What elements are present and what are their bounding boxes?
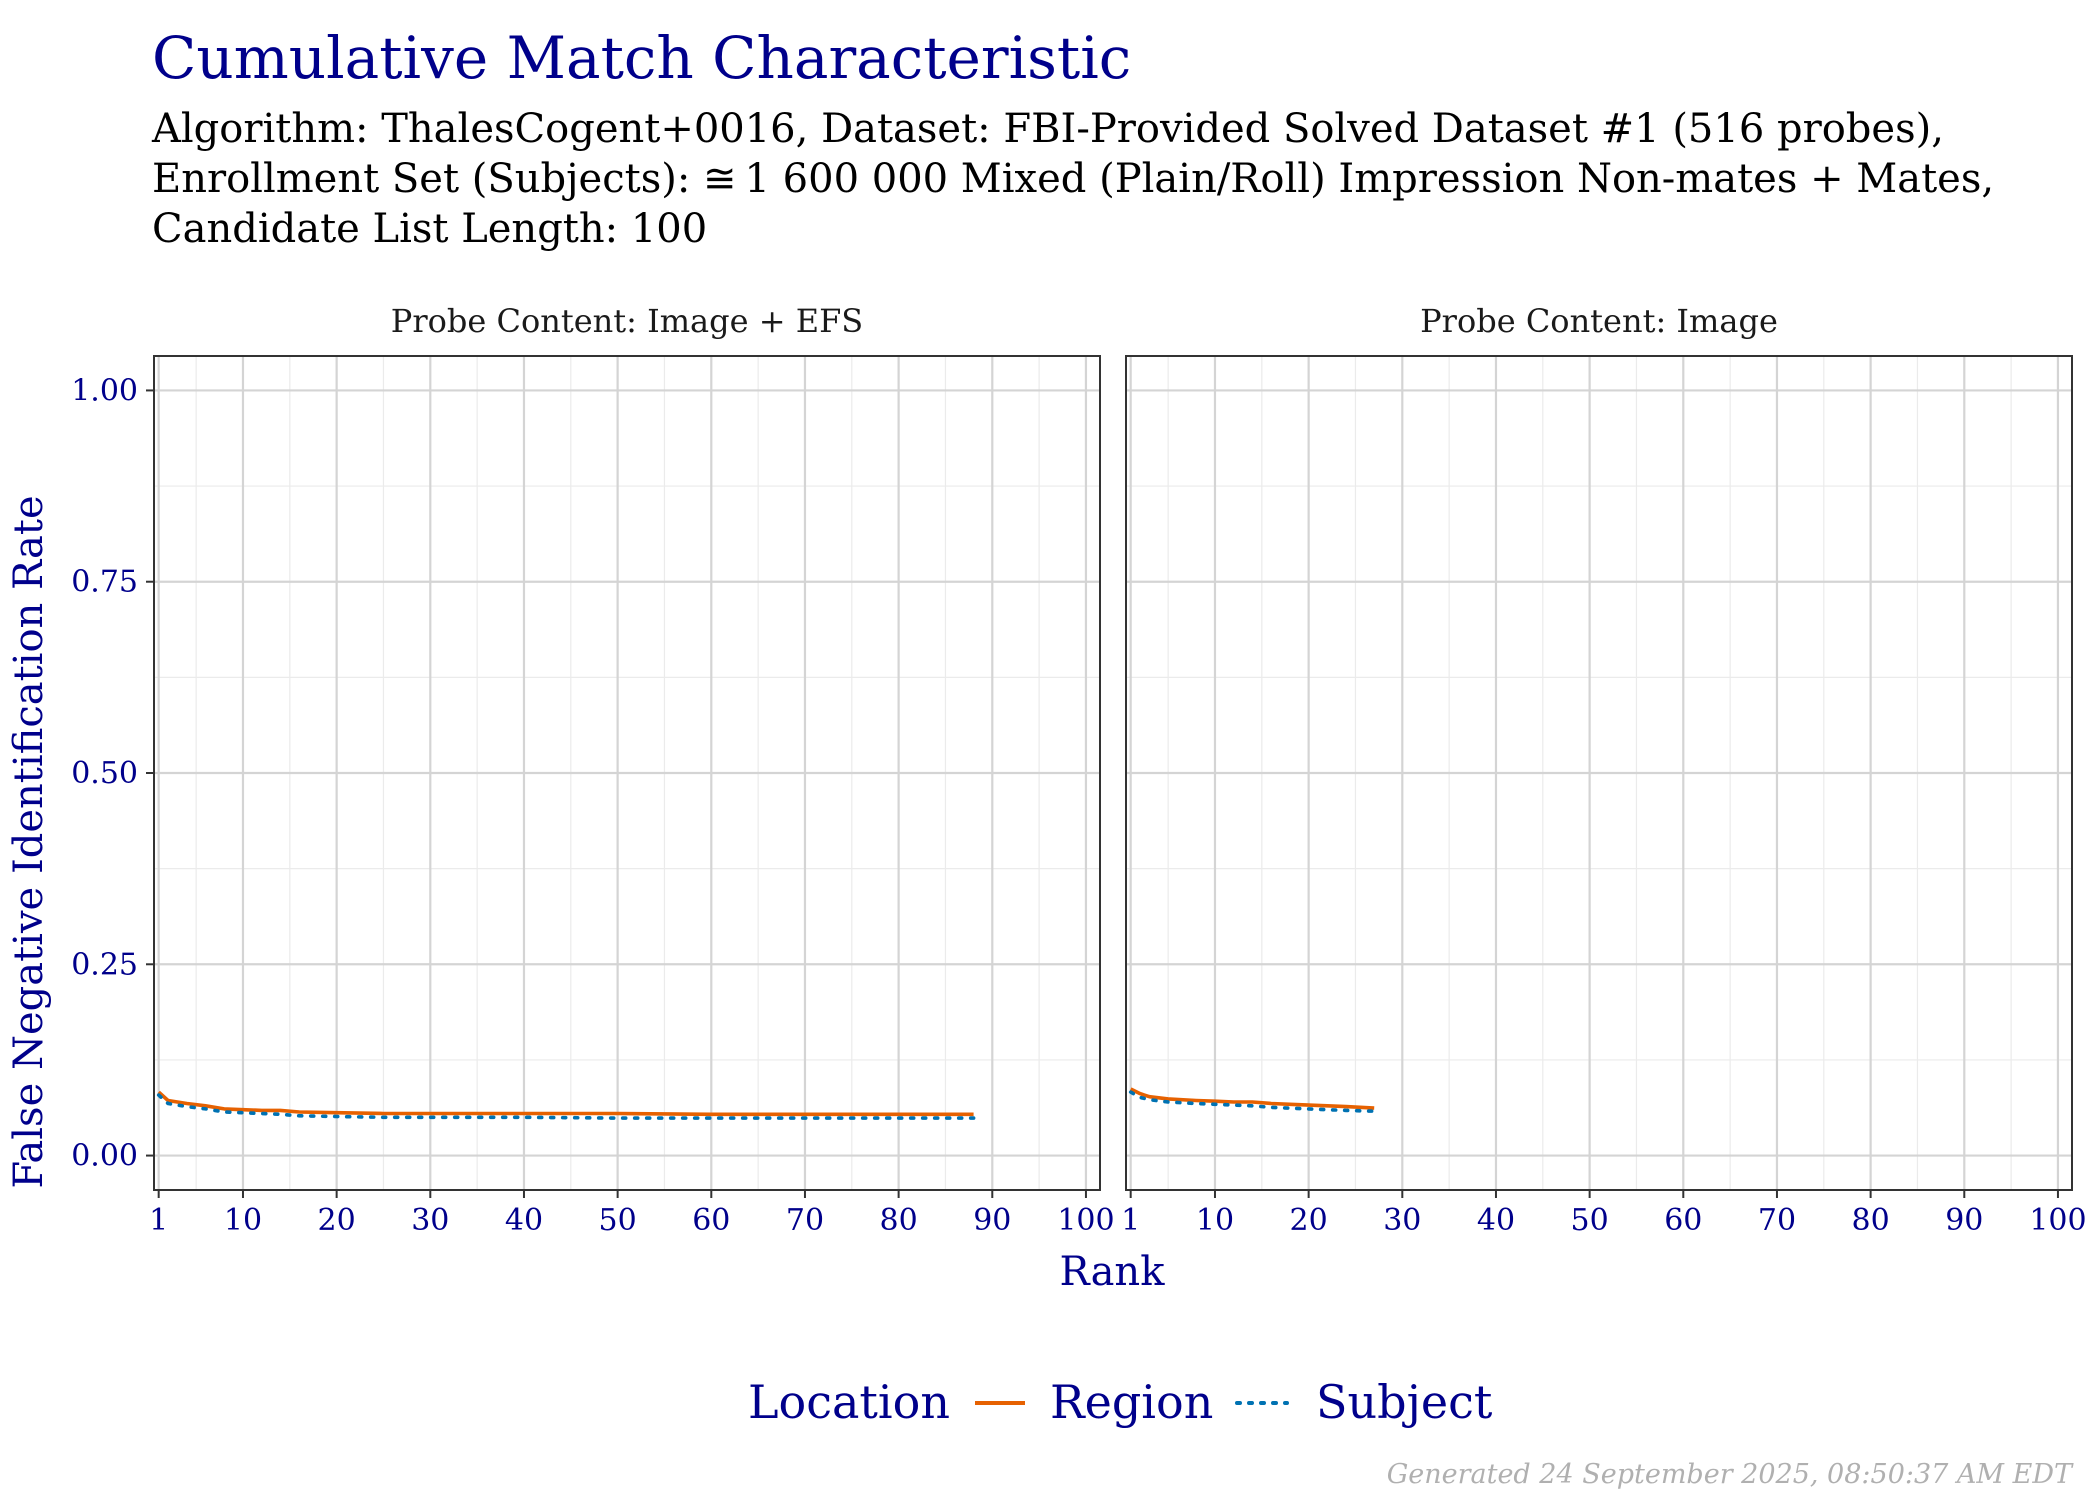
legend-label-region: Region [1050, 1375, 1213, 1429]
x-tick-label: 90 [973, 1203, 1011, 1238]
x-tick-label: 20 [318, 1203, 356, 1238]
x-tick-label: 50 [599, 1203, 637, 1238]
x-tick-label: 100 [1057, 1203, 1114, 1238]
legend-label-subject: Subject [1316, 1375, 1493, 1429]
panel-border [1125, 355, 2073, 1191]
series-line-region [157, 1090, 974, 1117]
panel-strip-label: Probe Content: Image [1420, 302, 1778, 340]
chart-title: Cumulative Match Characteristic [152, 24, 1131, 92]
y-tick-label: 0.25 [71, 947, 138, 982]
panel-strip-label: Probe Content: Image + EFS [391, 302, 863, 340]
chart-subtitle-line-3: Candidate List Length: 100 [152, 206, 707, 252]
y-tick-label: 0.00 [71, 1139, 138, 1174]
x-tick-label: 50 [1571, 1203, 1609, 1238]
series-line-subject [1128, 1090, 1376, 1113]
panel-1: Probe Content: Image + EFS 1 10 20 30 40 50 60 7… [71, 302, 1114, 1238]
y-axis-title: False Negative Identification Rate [6, 495, 52, 1188]
x-tick-label: 80 [1852, 1203, 1890, 1238]
x-tick-label: 10 [224, 1203, 262, 1238]
x-tick-label: 60 [692, 1203, 730, 1238]
facet-panels: Probe Content: Image + EFS 1 10 20 30 40 50 60 7… [71, 302, 2086, 1238]
x-tick-label: 90 [1945, 1203, 1983, 1238]
legend-title: Location [748, 1375, 950, 1429]
x-tick-label: 70 [786, 1203, 824, 1238]
x-tick-label: 40 [505, 1203, 543, 1238]
x-tick-label: 80 [880, 1203, 918, 1238]
chart-subtitle-line-2: Enrollment Set (Subjects): ≅ 1 600 000 M… [152, 156, 1994, 202]
x-tick-label: 30 [411, 1203, 449, 1238]
y-tick-label: 1.00 [71, 373, 138, 408]
x-tick-label: 10 [1196, 1203, 1234, 1238]
x-tick-label: 1 [1121, 1203, 1140, 1238]
x-tick-label: 60 [1664, 1203, 1702, 1238]
x-axis-title: Rank [1060, 1249, 1166, 1295]
panel-2: Probe Content: Image 1 10 20 30 40 50 60 70 80 90 1… [1121, 302, 2086, 1238]
x-tick-label: 40 [1477, 1203, 1515, 1238]
y-tick-label: 0.50 [71, 756, 138, 791]
series-line-subject [156, 1093, 976, 1120]
legend: Location Region Subject [748, 1375, 1493, 1429]
generated-timestamp: Generated 24 September 2025, 08:50:37 AM… [1387, 1459, 2074, 1490]
chart-subtitle-line-1: Algorithm: ThalesCogent+0016, Dataset: F… [151, 106, 1944, 152]
x-tick-label: 20 [1290, 1203, 1328, 1238]
x-tick-label: 1 [149, 1203, 168, 1238]
x-tick-label: 70 [1758, 1203, 1796, 1238]
x-tick-label: 30 [1383, 1203, 1421, 1238]
y-tick-label: 0.75 [71, 565, 138, 600]
series-line-region [1129, 1087, 1375, 1110]
x-tick-label: 100 [2029, 1203, 2086, 1238]
